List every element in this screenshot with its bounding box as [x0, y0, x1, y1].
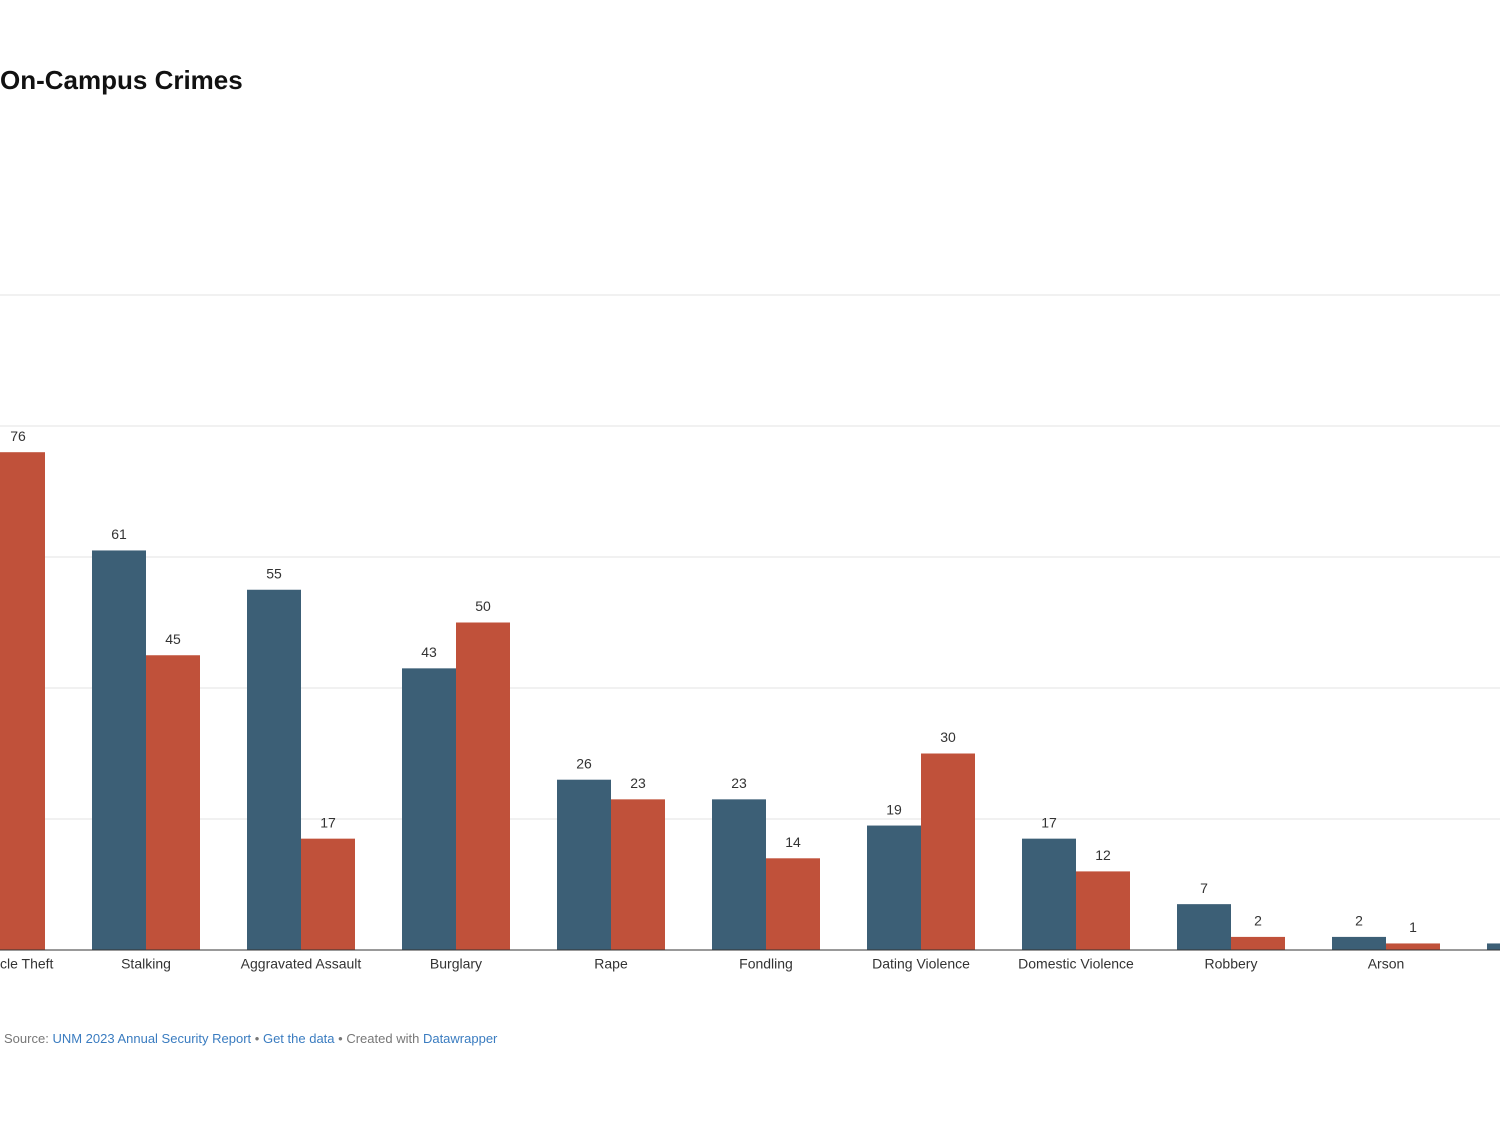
x-tick-label: cle Theft [0, 956, 54, 972]
value-label: 30 [940, 729, 956, 745]
value-label: 23 [630, 775, 646, 791]
bar [921, 753, 975, 950]
value-label: 45 [165, 631, 181, 647]
bar [867, 825, 921, 950]
value-label: 26 [576, 755, 592, 771]
value-label: 17 [320, 814, 336, 830]
chart: On-Campus Crimes cle Theft 76 Stalking 61 45… [0, 65, 1500, 972]
bar [766, 858, 820, 950]
footer: Source: UNM 2023 Annual Security Report … [4, 1031, 497, 1046]
value-label: 1 [1409, 919, 1417, 935]
bar [402, 668, 456, 950]
bar [247, 589, 301, 950]
value-label: 14 [785, 834, 801, 850]
bar [1386, 943, 1440, 950]
tool-link[interactable]: Datawrapper [422, 1031, 498, 1046]
value-label: 23 [731, 775, 747, 791]
x-tick-label: Arson [1368, 956, 1405, 972]
value-label: 12 [1095, 847, 1111, 863]
bar [1231, 936, 1285, 950]
bar [456, 622, 510, 950]
x-tick-label: Rape [594, 956, 628, 972]
x-tick-label: Fondling [739, 956, 793, 972]
bar [1022, 838, 1076, 950]
separator: • [254, 1031, 260, 1046]
value-label: 17 [1041, 814, 1057, 830]
source-label: Source: [4, 1031, 49, 1046]
value-label: 43 [421, 644, 437, 660]
x-tick-label: Aggravated Assault [241, 956, 362, 972]
value-label: 55 [266, 565, 282, 581]
bar [611, 799, 665, 950]
x-tick-label: Stalking [121, 956, 171, 972]
get-data-link[interactable]: Get the data [262, 1031, 335, 1046]
created-with: Created with [346, 1031, 420, 1046]
separator: • [338, 1031, 343, 1046]
bar [301, 838, 355, 950]
bar [1177, 904, 1231, 950]
chart-title: On-Campus Crimes [0, 65, 243, 95]
value-label: 7 [1200, 880, 1208, 896]
value-label: 76 [10, 428, 26, 444]
value-label: 61 [111, 526, 127, 542]
x-tick-label: Domestic Violence [1018, 956, 1134, 972]
bar [0, 452, 45, 950]
bar [712, 799, 766, 950]
x-tick-label: Dating Violence [872, 956, 970, 972]
value-label: 2 [1254, 913, 1262, 929]
x-tick-label: Burglary [430, 956, 482, 972]
value-label: 2 [1355, 913, 1363, 929]
value-label: 50 [475, 598, 491, 614]
bar [557, 779, 611, 950]
bar [1332, 936, 1386, 950]
value-label: 19 [886, 801, 902, 817]
bar [1076, 871, 1130, 950]
bar [146, 655, 200, 950]
bar [1487, 943, 1500, 950]
x-tick-label: Robbery [1205, 956, 1258, 972]
bar [92, 550, 146, 950]
source-link[interactable]: UNM 2023 Annual Security Report [52, 1031, 252, 1046]
